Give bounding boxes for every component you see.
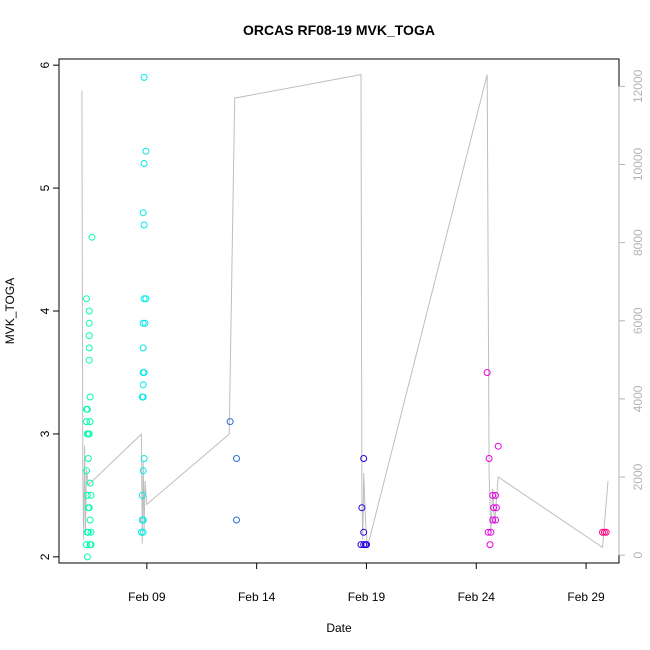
data-point-s0-2 xyxy=(83,418,90,426)
x-tick-label-0: Feb 09 xyxy=(128,590,166,604)
data-point-s4-2 xyxy=(485,455,493,462)
data-point-s0-16 xyxy=(85,356,93,364)
data-point-s1-2 xyxy=(140,160,148,167)
data-point-s4-0 xyxy=(483,369,491,376)
data-point-s4-3 xyxy=(489,491,497,499)
data-point-s0-18 xyxy=(86,418,94,426)
altitude-trace-layer xyxy=(81,73,609,549)
data-point-s1-8 xyxy=(141,319,149,327)
data-point-s0-23 xyxy=(87,541,95,549)
data-point-s0-11 xyxy=(84,528,92,536)
data-point-s1-11 xyxy=(140,369,148,376)
data-point-s0-24 xyxy=(88,233,96,241)
data-point-s0-0 xyxy=(83,295,90,303)
y2-tick-label-1: 2000 xyxy=(631,463,645,490)
y-tick-label-2: 4 xyxy=(38,307,52,314)
y2-tick-label-0: 0 xyxy=(631,552,645,559)
data-point-s3-0 xyxy=(360,455,368,462)
data-point-s3-6 xyxy=(363,541,370,549)
y-axis-label: MVK_TOGA xyxy=(3,278,17,344)
x-tick-label-3: Feb 24 xyxy=(458,590,496,604)
y-tick-label-4: 6 xyxy=(38,61,52,68)
x-tick-label-1: Feb 14 xyxy=(238,590,276,604)
data-point-s2-1 xyxy=(233,455,240,462)
data-point-s0-14 xyxy=(85,332,93,340)
data-point-s0-9 xyxy=(84,455,92,462)
data-point-s0-13 xyxy=(85,319,93,327)
data-point-s0-20 xyxy=(86,516,94,524)
y2-tick-label-3: 6000 xyxy=(631,307,645,334)
y2-tick-label-5: 10000 xyxy=(631,147,645,181)
x-tick-label-4: Feb 29 xyxy=(567,590,605,604)
data-point-s1-16 xyxy=(139,467,147,475)
y-tick-label-3: 5 xyxy=(38,184,52,191)
data-point-s1-9 xyxy=(139,344,147,352)
y2-tick-label-4: 8000 xyxy=(631,229,645,256)
data-point-s1-6 xyxy=(142,295,150,303)
altitude-trace-line xyxy=(81,73,609,549)
data-point-s0-15 xyxy=(85,344,93,352)
y-tick-label-1: 3 xyxy=(38,430,52,437)
data-point-s4-11 xyxy=(486,541,494,549)
data-point-s1-3 xyxy=(139,209,147,217)
data-point-s0-7 xyxy=(83,541,90,549)
data-point-s0-29 xyxy=(85,504,93,512)
axes-layer: 2 3 4 5 6 0 2000 4000 6000 8000 10000 12000 Feb 09 Fe… xyxy=(38,61,645,604)
data-point-s3-2 xyxy=(360,528,368,536)
data-point-s1-19 xyxy=(139,516,147,524)
data-point-s0-4 xyxy=(83,467,90,475)
data-point-s5-0 xyxy=(599,528,606,536)
data-points-layer xyxy=(83,73,610,561)
data-point-s4-4 xyxy=(492,491,499,499)
data-point-s0-5 xyxy=(83,491,91,499)
x-tick-label-2: Feb 19 xyxy=(348,590,386,604)
data-point-s4-9 xyxy=(484,528,492,536)
data-point-s1-21 xyxy=(139,528,147,536)
data-point-s4-8 xyxy=(492,516,499,524)
data-point-s0-12 xyxy=(85,307,93,315)
data-point-s1-12 xyxy=(139,381,147,389)
data-point-s1-14 xyxy=(139,393,147,401)
data-point-s1-4 xyxy=(140,221,148,229)
data-point-s0-27 xyxy=(84,430,92,438)
data-point-s4-7 xyxy=(489,516,497,524)
data-point-s2-2 xyxy=(233,516,240,524)
data-point-s0-25 xyxy=(87,491,95,499)
data-point-s0-28 xyxy=(83,405,91,413)
data-point-s3-1 xyxy=(358,504,366,512)
data-point-s4-5 xyxy=(492,504,500,512)
data-point-s0-19 xyxy=(86,479,94,487)
data-point-s4-10 xyxy=(487,528,495,536)
data-point-s1-0 xyxy=(140,73,148,81)
chart-title: ORCAS RF08-19 MVK_TOGA xyxy=(243,22,435,38)
y-tick-label-0: 2 xyxy=(38,553,52,560)
data-point-s0-17 xyxy=(86,393,94,401)
data-point-s2-0 xyxy=(226,418,234,426)
data-point-s1-15 xyxy=(140,455,148,462)
y2-tick-label-6: 12000 xyxy=(631,69,645,103)
data-point-s4-1 xyxy=(494,442,502,450)
data-point-s0-8 xyxy=(83,553,91,561)
data-point-s5-2 xyxy=(602,528,610,536)
y2-tick-label-2: 4000 xyxy=(631,385,645,412)
x-axis-label: Date xyxy=(326,621,352,635)
data-point-s4-6 xyxy=(490,504,498,512)
data-point-s1-17 xyxy=(138,491,146,499)
data-point-s0-22 xyxy=(87,528,95,536)
data-point-s1-1 xyxy=(142,147,150,155)
